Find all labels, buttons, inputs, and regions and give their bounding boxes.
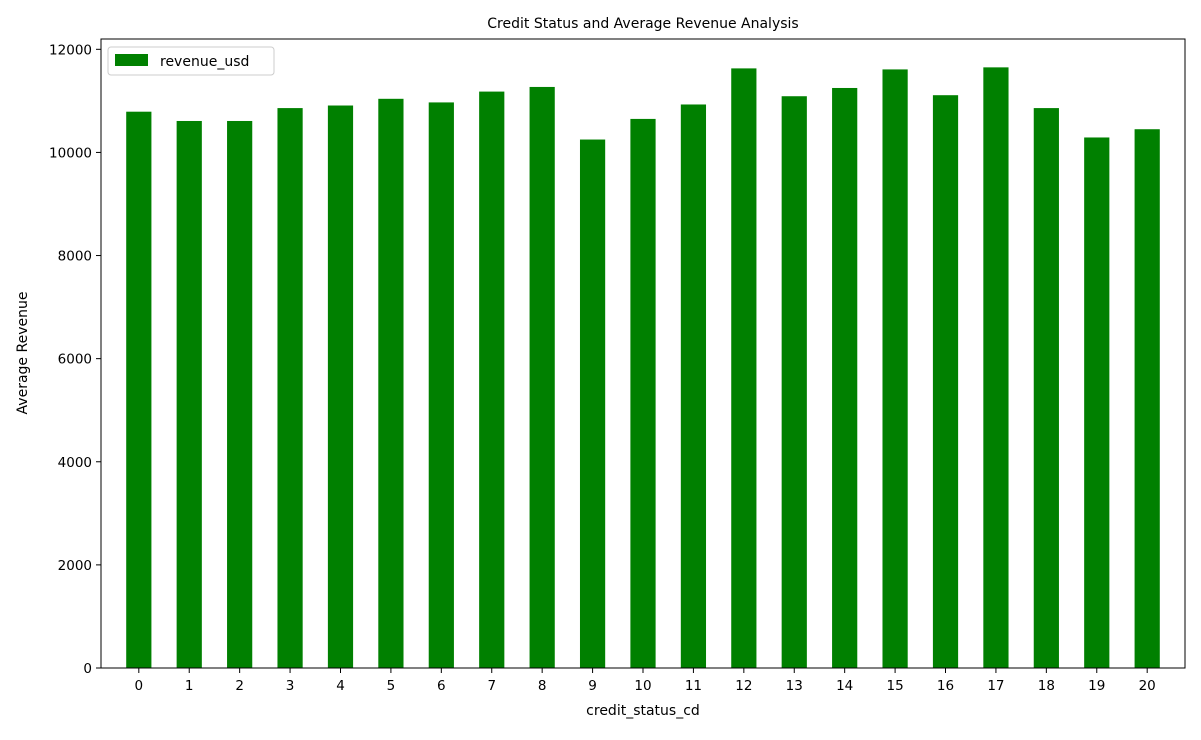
x-tick-label: 15 [886,678,903,694]
x-axis-label: credit_status_cd [586,703,700,719]
x-tick-label: 0 [135,678,144,694]
x-tick-label: 1 [185,678,194,694]
y-axis-label: Average Revenue [15,292,31,415]
y-tick-label: 10000 [49,145,92,161]
bar-8 [529,86,555,668]
bar-20 [1134,129,1160,668]
bar-0 [126,111,152,668]
x-tick-label: 2 [235,678,244,694]
x-axis: 0 1 2 3 4 5 6 7 8 9 10 11 12 13 14 15 16 17 18 19 20 [135,668,1156,694]
bar-9 [579,139,606,669]
x-tick-label: 3 [286,678,295,694]
x-tick-label: 11 [685,678,702,694]
y-tick-label: 4000 [58,455,92,471]
chart-title: Credit Status and Average Revenue Analys… [487,16,798,32]
x-tick-label: 19 [1088,678,1105,694]
x-tick-label: 7 [487,678,496,694]
y-tick-label: 8000 [58,249,92,265]
bar-18 [1033,108,1059,668]
bar-15 [882,69,908,669]
x-tick-label: 20 [1139,678,1156,694]
x-tick-label: 14 [836,678,853,694]
bar-1 [176,120,202,669]
bar-13 [781,96,807,668]
bar-10 [630,118,656,668]
y-axis: 0 2000 4000 6000 8000 10000 12000 [49,42,101,677]
bar-5 [378,98,404,668]
legend-label: revenue_usd [160,54,249,70]
x-tick-label: 4 [336,678,345,694]
bar-12 [731,68,757,669]
bar-6 [428,102,454,668]
x-tick-label: 10 [634,678,651,694]
x-tick-label: 12 [735,678,752,694]
bar-19 [1084,137,1110,668]
y-tick-label: 12000 [49,42,92,58]
legend-box [107,46,275,76]
x-tick-label: 17 [987,678,1004,694]
bar-7 [479,91,505,669]
bar-11 [680,104,707,669]
y-tick-label: 2000 [58,558,92,574]
legend: revenue_usd [107,46,275,76]
bar-2 [227,120,253,669]
y-tick-label: 6000 [58,352,92,368]
bar-4 [327,105,354,668]
bar-17 [983,67,1009,668]
x-tick-label: 9 [588,678,597,694]
x-tick-label: 13 [786,678,803,694]
plot-frame [100,38,1186,669]
legend-swatch [115,54,148,66]
x-tick-label: 5 [387,678,396,694]
x-tick-label: 6 [437,678,446,694]
bar-14 [832,87,858,669]
x-tick-label: 8 [538,678,547,694]
x-tick-label: 16 [937,678,954,694]
plot-area [126,67,1160,669]
bar-3 [277,108,303,668]
bar-16 [932,95,959,669]
y-tick-label: 0 [83,661,92,677]
x-tick-label: 18 [1038,678,1055,694]
